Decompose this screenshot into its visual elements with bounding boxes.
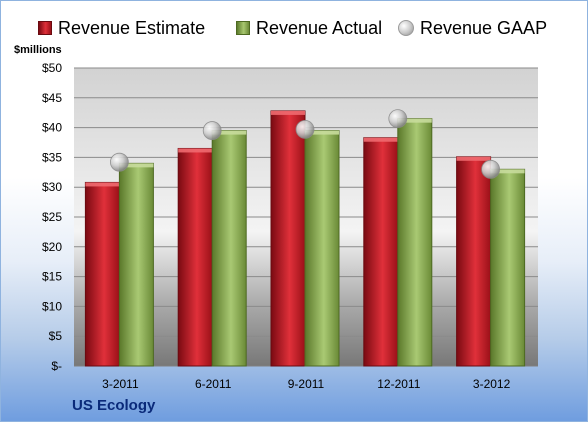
legend-item-revenue-gaap: Revenue GAAP: [398, 14, 547, 42]
legend-swatch-revenue-actual: [236, 21, 250, 35]
revenue-actual-bar-cap: [212, 130, 247, 135]
y-tick-label: $30: [42, 180, 62, 194]
revenue-actual-bar-cap: [305, 130, 339, 135]
revenue-actual-bar-cap: [490, 169, 525, 174]
y-axis-unit-label: $millions: [14, 44, 62, 56]
legend: Revenue Estimate Revenue Actual Revenue …: [0, 14, 588, 42]
y-tick-label: $15: [42, 270, 62, 284]
y-tick-label: $35: [42, 150, 62, 164]
x-tick-label: 3-2011: [102, 377, 139, 391]
revenue-actual-bar-cap: [119, 163, 154, 168]
revenue-actual-bar: [118, 162, 154, 367]
y-axis-ticks: $- $5 $10 $15 $20 $25 $30 $35 $40 $45 $50: [42, 61, 62, 373]
revenue-estimate-bar-cap: [178, 148, 213, 153]
revenue-estimate-bar: [177, 147, 213, 367]
revenue-estimate-bar: [363, 137, 399, 367]
y-tick-label: $20: [42, 240, 62, 254]
legend-item-revenue-estimate: Revenue Estimate: [38, 14, 205, 42]
gaap-markers: [110, 109, 501, 179]
y-tick-label: $5: [49, 329, 63, 343]
y-tick-label: $50: [42, 61, 62, 75]
revenue-gaap-marker: [388, 109, 408, 129]
revenue-actual-bar: [490, 168, 526, 367]
x-tick-label: 12-2011: [377, 377, 420, 391]
revenue-actual-bar: [304, 130, 340, 367]
revenue-estimate-bar: [456, 156, 492, 367]
revenue-actual-bar: [211, 130, 247, 367]
legend-label-revenue-gaap: Revenue GAAP: [420, 17, 548, 38]
revenue-estimate-bar: [270, 110, 306, 367]
revenue-gaap-marker: [110, 152, 129, 172]
y-tick-label: $45: [42, 91, 62, 105]
bars: [84, 110, 526, 367]
x-tick-label: 6-2011: [195, 377, 232, 391]
revenue-estimate-bar-cap: [456, 156, 491, 161]
x-tick-label: 3-2012: [473, 377, 511, 391]
revenue-gaap-marker: [481, 159, 501, 179]
legend-item-revenue-actual: Revenue Actual: [236, 14, 382, 42]
revenue-estimate-bar-cap: [363, 137, 398, 142]
x-tick-label: 9-2011: [288, 377, 325, 391]
revenue-gaap-marker: [202, 121, 222, 140]
legend-label-revenue-actual: Revenue Actual: [256, 17, 383, 38]
revenue-gaap-marker: [295, 119, 315, 139]
legend-label-revenue-estimate: Revenue Estimate: [58, 17, 206, 38]
y-tick-label: $10: [42, 299, 62, 313]
y-tick-label: $-: [51, 359, 62, 373]
y-tick-label: $25: [42, 210, 62, 224]
y-tick-label: $40: [42, 121, 62, 135]
revenue-estimate-bar: [84, 181, 120, 367]
revenue-estimate-bar-cap: [85, 182, 120, 187]
company-name: US Ecology: [72, 397, 156, 414]
revenue-estimate-bar-cap: [271, 110, 305, 115]
revenue-actual-bar: [397, 118, 433, 367]
legend-swatch-revenue-estimate: [38, 21, 52, 35]
revenue-actual-bar-cap: [397, 118, 432, 123]
x-axis-ticks: 3-2011 6-2011 9-2011 12-2011 3-2012: [102, 377, 510, 391]
legend-marker-revenue-gaap: [398, 20, 414, 36]
